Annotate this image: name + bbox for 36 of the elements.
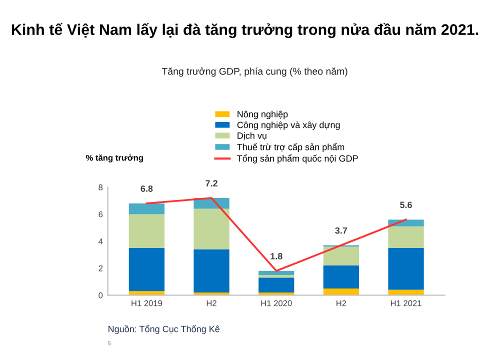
x-tick-label: H1 2020 bbox=[261, 300, 292, 306]
bar bbox=[128, 203, 165, 214]
legend-label: Nông nghiệp bbox=[238, 110, 288, 120]
text: Nguồn: Tổng Cục Thống Kê bbox=[108, 324, 220, 334]
x-tick-label: H2 bbox=[336, 300, 346, 306]
chart-title: Kinh tế Việt Nam lấy lại đà tăng trưởng trong nửa đầu năm 2021. bbox=[12, 23, 478, 38]
bar bbox=[258, 274, 294, 278]
y-axis-title: % tăng trưởng bbox=[86, 154, 143, 162]
data-label: 1.8 bbox=[270, 253, 282, 260]
legend-label: Thuế trừ trợ cấp sản phẩm bbox=[237, 142, 344, 152]
data-label: 5.6 bbox=[400, 202, 412, 208]
x-tick-label: H2 bbox=[206, 300, 216, 306]
bar bbox=[388, 226, 424, 248]
x-tick-label: H1 2021 bbox=[390, 300, 422, 306]
chart-subtitle: Tăng trưởng GDP, phía cung (% theo năm) bbox=[162, 67, 348, 77]
y-tick-label: 4 bbox=[98, 238, 103, 244]
data-label: 7.2 bbox=[206, 180, 218, 186]
bar bbox=[388, 248, 424, 290]
y-tick-label: 8 bbox=[98, 184, 103, 190]
legend-label: Công nghiệp và xây dựng bbox=[237, 121, 340, 130]
bar bbox=[258, 270, 294, 275]
bar bbox=[128, 248, 165, 292]
bar bbox=[323, 266, 360, 288]
data-label: 3.7 bbox=[335, 227, 348, 234]
legend-label: Tổng sản phẩm quốc nội GDP bbox=[237, 154, 358, 164]
bar bbox=[323, 246, 360, 266]
y-tick-label: 2 bbox=[98, 265, 103, 272]
data-label: 6.8 bbox=[140, 186, 153, 192]
x-tick-label: H1 2019 bbox=[132, 300, 162, 306]
bar bbox=[194, 208, 230, 250]
bar bbox=[128, 214, 165, 248]
bar bbox=[194, 249, 230, 292]
bar bbox=[258, 278, 294, 292]
legend-label: Dịch vụ bbox=[238, 132, 266, 140]
y-tick-label: 6 bbox=[98, 211, 103, 218]
y-tick-label: 0 bbox=[98, 292, 103, 298]
